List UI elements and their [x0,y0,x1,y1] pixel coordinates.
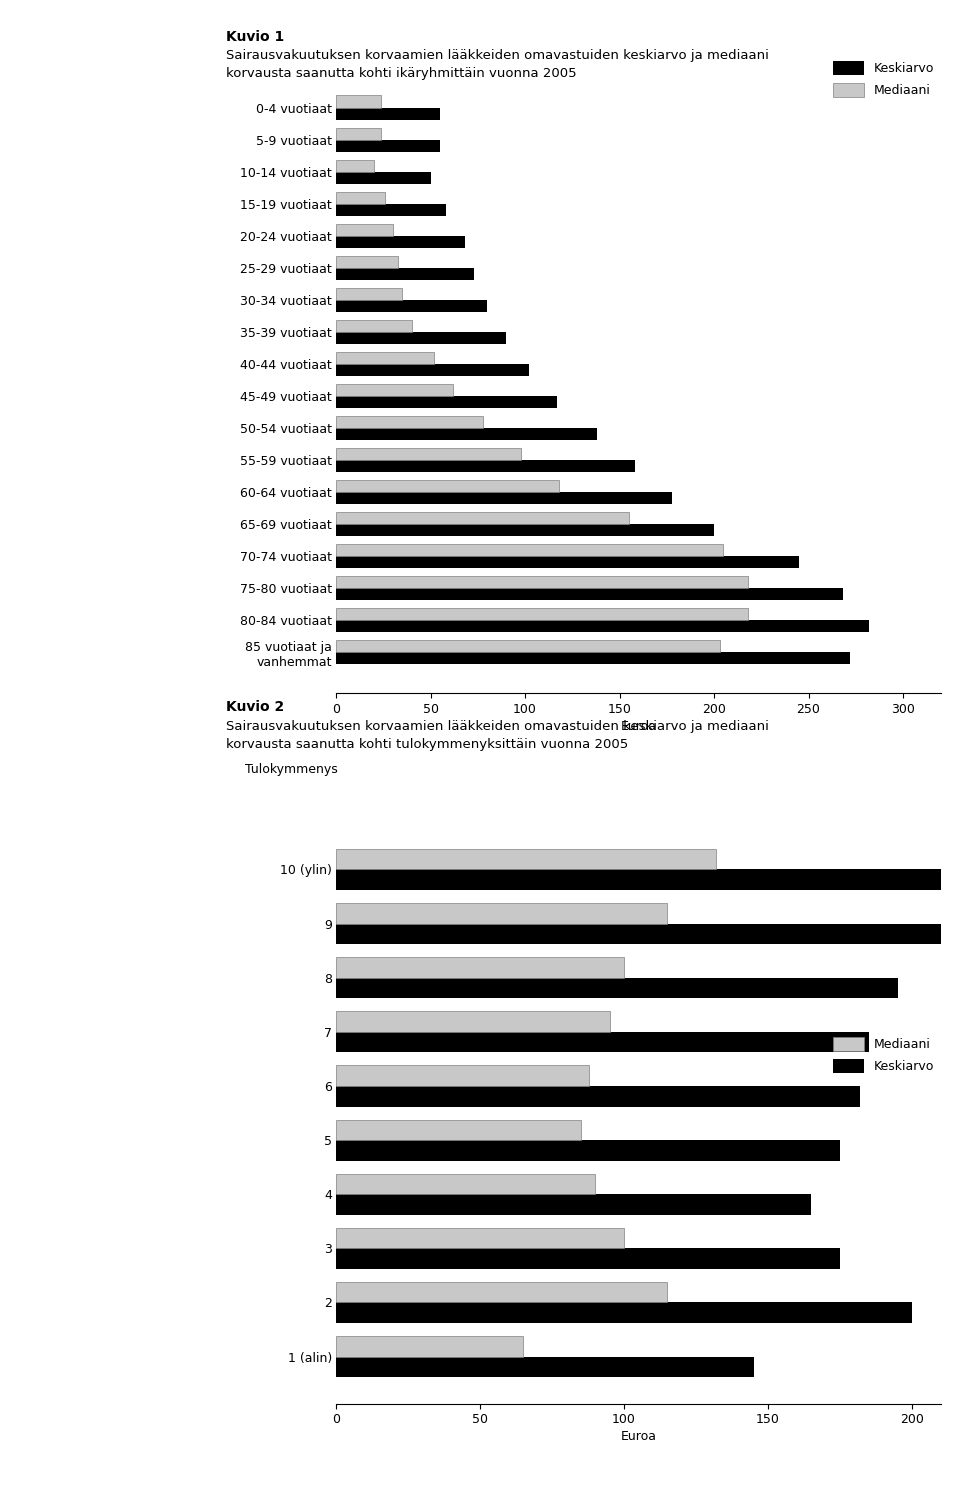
Bar [336,1012,610,1033]
Bar [336,140,440,152]
Bar [336,384,453,396]
Bar [336,396,557,408]
Bar [336,159,373,171]
Bar [336,1193,811,1214]
Bar [336,849,716,870]
Text: Sairausvakuutuksen korvaamien lääkkeiden omavastuiden keskiarvo ja mediaani: Sairausvakuutuksen korvaamien lääkkeiden… [226,49,768,63]
Bar [336,428,597,440]
Bar [336,1119,581,1140]
Bar [336,364,529,375]
Bar [336,653,851,665]
X-axis label: Euroa: Euroa [620,1430,657,1444]
Bar [336,268,474,280]
Bar [336,448,521,460]
Bar [336,224,393,235]
Bar [336,924,960,945]
Bar [336,1337,523,1356]
Bar [336,1302,912,1323]
Bar [336,320,412,332]
Bar [336,957,624,977]
Bar [336,107,440,119]
Bar [336,492,672,504]
Bar [336,1174,595,1193]
Bar [336,641,720,653]
Bar [336,1356,754,1377]
Bar [336,171,430,183]
Bar [336,1281,667,1302]
Bar [336,256,398,268]
Bar [336,870,960,890]
Text: korvausta saanutta kohti ikäryhmittäin vuonna 2005: korvausta saanutta kohti ikäryhmittäin v… [226,67,576,80]
Bar [336,1086,860,1107]
Bar [336,977,898,998]
Bar [336,1065,589,1086]
Bar [336,204,445,216]
Bar [336,577,748,589]
Bar [336,513,629,524]
Text: korvausta saanutta kohti tulokymmenyksittäin vuonna 2005: korvausta saanutta kohti tulokymmenyksit… [226,738,628,751]
Legend: Keskiarvo, Mediaani: Keskiarvo, Mediaani [833,61,934,97]
Bar [336,332,506,344]
Bar [336,1140,840,1161]
Bar [336,299,487,311]
Text: Kuvio 1: Kuvio 1 [226,30,284,43]
Bar [336,1033,869,1052]
Legend: Mediaani, Keskiarvo: Mediaani, Keskiarvo [833,1037,934,1073]
Bar [336,1249,840,1269]
Text: Kuvio 2: Kuvio 2 [226,700,284,714]
Bar [336,524,714,536]
Text: Sairausvakuutuksen korvaamien lääkkeiden omavastuiden keskiarvo ja mediaani: Sairausvakuutuksen korvaamien lääkkeiden… [226,720,768,733]
Bar [336,288,402,299]
Bar [336,95,381,107]
Bar [336,235,465,247]
Bar [336,903,667,924]
Bar [336,608,748,620]
Bar [336,460,635,472]
Text: Tulokymmenys: Tulokymmenys [245,763,338,776]
Bar [336,556,799,568]
Bar [336,480,559,492]
Bar [336,192,385,204]
Bar [336,620,869,632]
Bar [336,416,484,428]
Bar [336,544,724,556]
X-axis label: Euroa: Euroa [620,720,657,733]
Bar [336,1228,624,1249]
Bar [336,589,843,600]
Bar [336,128,381,140]
Bar [336,352,434,364]
